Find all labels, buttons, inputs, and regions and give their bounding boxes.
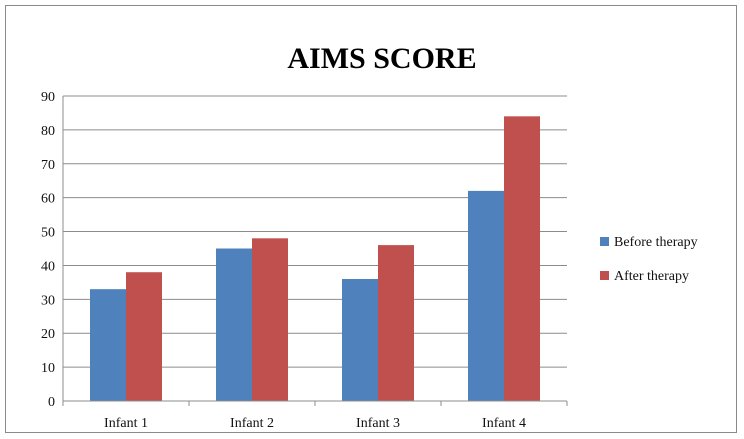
bar-after-therapy-1 [126,272,162,401]
legend-swatch [600,237,609,246]
x-tick-label: Infant 3 [356,416,400,431]
y-tick-label: 30 [41,293,55,308]
x-tick-label: Infant 1 [104,416,148,431]
x-axis: Infant 1 Infant 2 Infant 3 Infant 4 [62,400,568,431]
chart-title: AIMS SCORE [287,42,476,75]
y-tick-label: 40 [41,259,55,274]
bar-before-therapy-4 [468,190,504,401]
bar-after-therapy-4 [504,116,540,401]
y-tick-label: 60 [41,192,55,207]
bar-before-therapy-3 [342,279,378,401]
y-axis: 0 10 20 30 40 50 60 70 80 90 [41,90,64,410]
bars [90,116,540,401]
y-tick-label: 80 [41,124,55,139]
y-tick-label: 0 [48,395,55,410]
y-tick-label: 90 [41,90,55,105]
bar-before-therapy-2 [216,248,252,401]
legend-label: Before therapy [614,235,698,250]
bar-after-therapy-2 [252,238,288,401]
bar-after-therapy-3 [378,245,414,401]
y-tick-label: 50 [41,226,55,241]
y-tick-label: 10 [41,361,55,376]
y-tick-label: 70 [41,158,55,173]
y-tick-label: 20 [41,327,55,342]
bar-before-therapy-1 [90,289,126,401]
legend-swatch [600,271,609,280]
x-tick-label: Infant 4 [482,416,526,431]
legend-label: After therapy [614,269,689,284]
x-tick-label: Infant 2 [230,416,274,431]
legend: Before therapy After therapy [600,235,698,284]
